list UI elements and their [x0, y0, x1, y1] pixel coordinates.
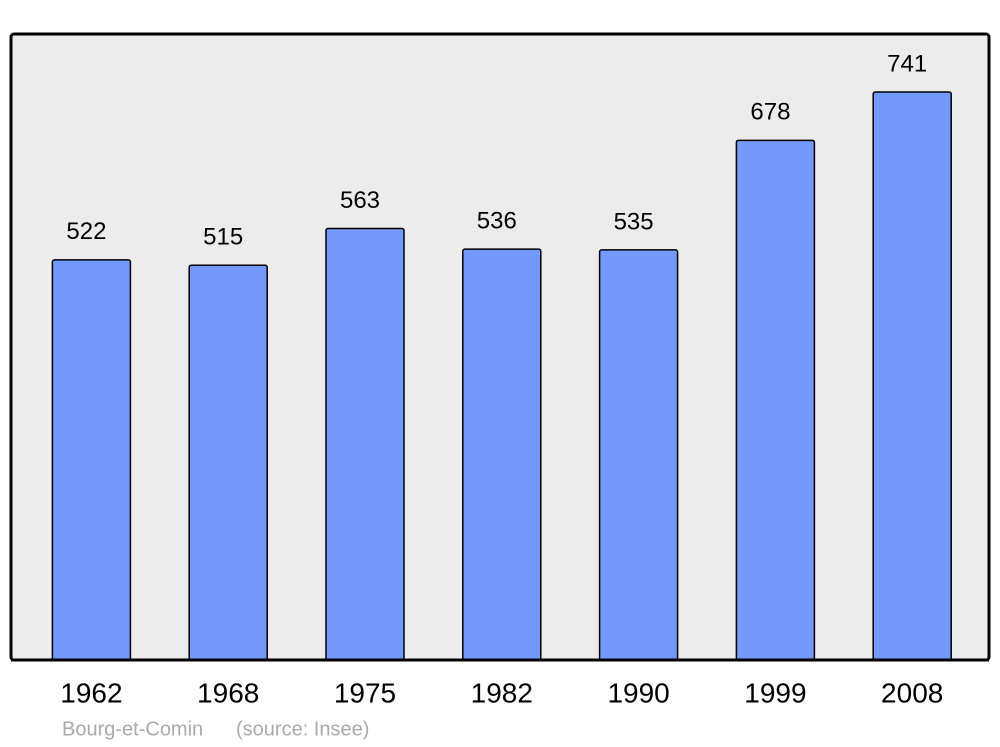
- value-label: 535: [614, 208, 654, 235]
- value-label: 741: [887, 50, 927, 77]
- bar: [735, 139, 816, 661]
- bar: [872, 91, 952, 661]
- x-tick-label: 1968: [197, 677, 259, 708]
- bar: [598, 249, 679, 661]
- value-label: 563: [340, 187, 380, 214]
- footnote-place: Bourg-et-Comin: [62, 718, 203, 740]
- value-label: 515: [203, 224, 243, 251]
- value-label: 536: [477, 207, 517, 234]
- bar: [51, 259, 132, 661]
- value-label: 522: [66, 218, 106, 245]
- x-tick-label: 1990: [607, 677, 669, 708]
- bar: [188, 264, 268, 661]
- x-tick-label: 1999: [744, 677, 806, 708]
- bar: [325, 227, 405, 661]
- bar: [462, 248, 542, 661]
- x-tick-label: 1975: [334, 677, 396, 708]
- x-tick-label: 1982: [471, 677, 533, 708]
- x-tick-label: 2008: [881, 677, 943, 708]
- footnote-source: (source: Insee): [236, 718, 369, 740]
- value-label: 678: [750, 99, 790, 126]
- x-tick-label: 1962: [60, 677, 122, 708]
